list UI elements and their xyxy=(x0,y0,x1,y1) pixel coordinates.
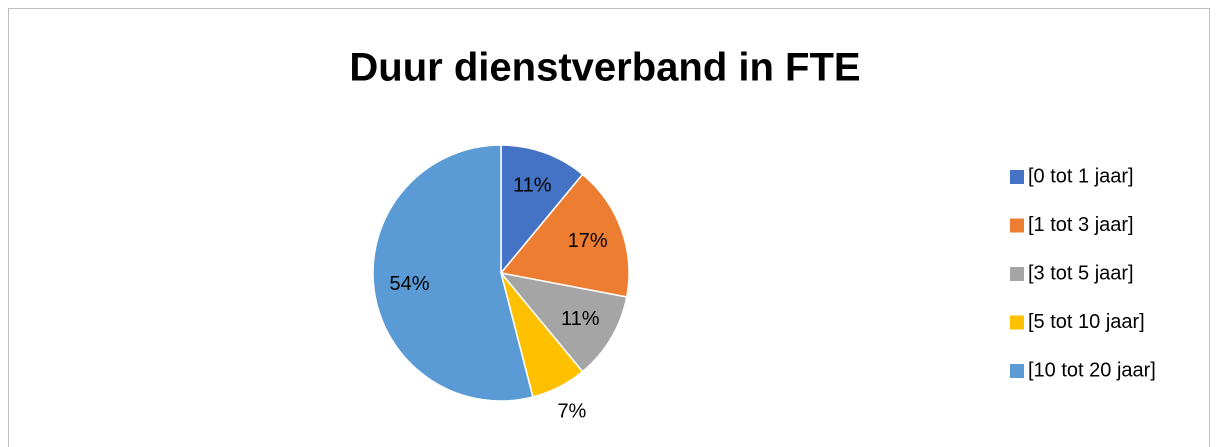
legend-label: [3 tot 5 jaar] xyxy=(1028,262,1134,284)
data-label: 17% xyxy=(568,230,608,252)
data-label: 7% xyxy=(557,400,586,422)
chart-title: Duur dienstverband in FTE xyxy=(349,46,860,90)
pie-slice xyxy=(499,271,628,373)
pie-slice xyxy=(372,144,534,402)
data-label: 11% xyxy=(561,308,600,330)
data-label: 54% xyxy=(390,273,430,295)
legend-swatch xyxy=(1010,364,1024,378)
pie-slice xyxy=(499,173,630,298)
legend-label: [1 tot 3 jaar] xyxy=(1028,214,1134,236)
legend-label: [5 tot 10 jaar] xyxy=(1028,311,1145,333)
legend-swatch xyxy=(1010,170,1024,184)
legend-swatch xyxy=(1010,267,1024,281)
legend-swatch xyxy=(1010,315,1024,330)
data-label: 11% xyxy=(513,175,552,197)
legend-label: [10 tot 20 jaar] xyxy=(1028,359,1156,381)
pie-slice xyxy=(500,144,584,276)
legend-swatch xyxy=(1010,218,1024,233)
legend-label: [0 tot 1 jaar] xyxy=(1028,165,1134,187)
